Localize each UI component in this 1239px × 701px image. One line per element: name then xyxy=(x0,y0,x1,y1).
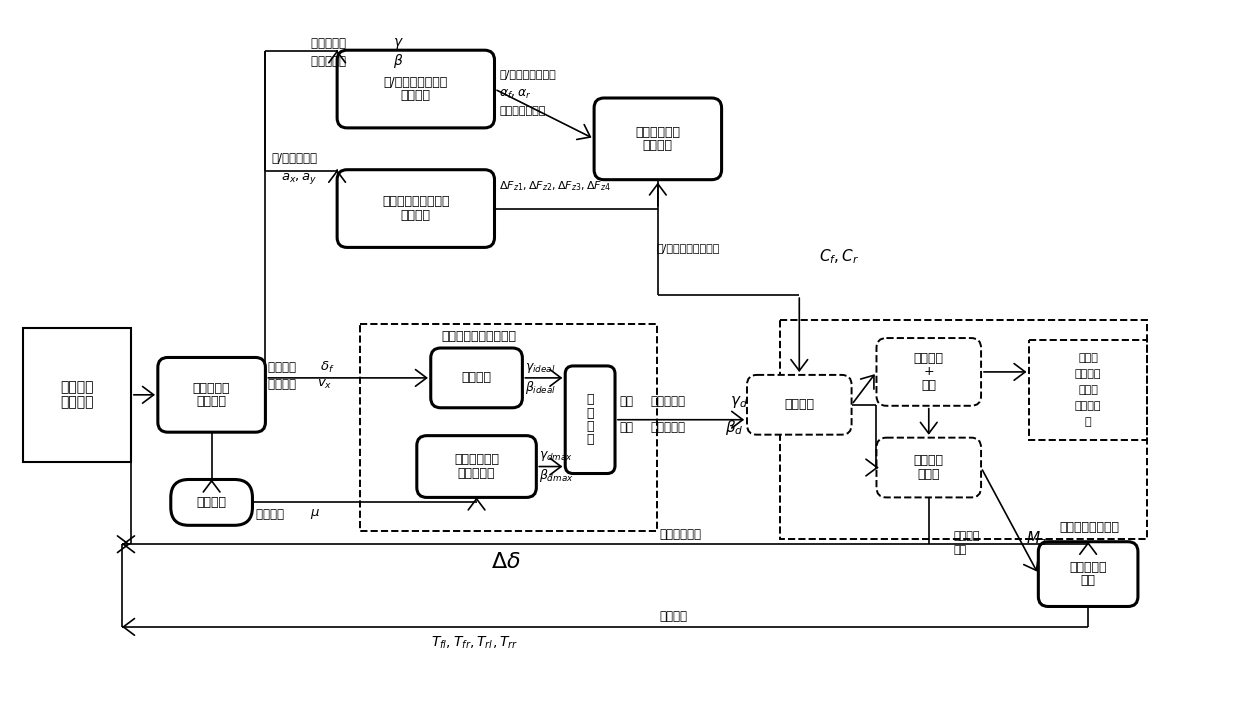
Text: $\Delta\delta$: $\Delta\delta$ xyxy=(491,552,520,572)
Text: 车载传感器: 车载传感器 xyxy=(193,381,230,395)
Bar xyxy=(361,324,657,531)
FancyBboxPatch shape xyxy=(565,366,615,473)
Text: 纵向速度: 纵向速度 xyxy=(269,379,300,391)
Text: 二次规划: 二次规划 xyxy=(914,454,944,468)
FancyBboxPatch shape xyxy=(171,479,253,525)
Text: $v_x$: $v_x$ xyxy=(317,379,332,391)
Text: 拟合模块: 拟合模块 xyxy=(643,139,673,152)
Text: 期望: 期望 xyxy=(620,395,633,408)
Bar xyxy=(1030,340,1147,440)
Bar xyxy=(781,320,1147,539)
Text: 轮胎载荷转移量: 轮胎载荷转移量 xyxy=(499,106,546,116)
Text: 电动汽车: 电动汽车 xyxy=(61,395,94,409)
Text: 驾驶员期望值计算模块: 驾驶员期望值计算模块 xyxy=(441,329,517,343)
Text: 控制量: 控制量 xyxy=(1078,353,1098,363)
Text: 计算模块: 计算模块 xyxy=(400,89,431,102)
Text: $\beta_d$: $\beta_d$ xyxy=(725,418,743,437)
Text: $\beta_{ideal}$: $\beta_{ideal}$ xyxy=(525,379,556,396)
Text: $\alpha_f, \alpha_r$: $\alpha_f, \alpha_r$ xyxy=(499,88,532,100)
Text: 附加前轮转角: 附加前轮转角 xyxy=(660,528,701,540)
Text: 取: 取 xyxy=(586,393,593,406)
Text: 纵/侧向加速度: 纵/侧向加速度 xyxy=(271,152,317,165)
Text: 前/后轴轮胎侧偏刚度: 前/后轴轮胎侧偏刚度 xyxy=(657,243,720,253)
Text: 前轮转角: 前轮转角 xyxy=(269,362,300,374)
Text: $C_f, C_r$: $C_f, C_r$ xyxy=(819,247,860,266)
Text: 四轮轮毂: 四轮轮毂 xyxy=(61,380,94,394)
Text: $M_z$: $M_z$ xyxy=(1026,529,1047,547)
FancyBboxPatch shape xyxy=(876,338,981,406)
Text: 预测模型: 预测模型 xyxy=(784,398,814,411)
Text: 设置上限值: 设置上限值 xyxy=(458,467,496,479)
FancyBboxPatch shape xyxy=(157,358,265,433)
FancyBboxPatch shape xyxy=(876,437,981,498)
Text: 轮胎垂直载荷转移量: 轮胎垂直载荷转移量 xyxy=(382,196,450,208)
Text: $\beta_{dmax}$: $\beta_{dmax}$ xyxy=(539,467,574,484)
Text: 质心侧偏角: 质心侧偏角 xyxy=(311,55,349,68)
Text: $\Delta F_{z1}, \Delta F_{z2}, \Delta F_{z3}, \Delta F_{z4}$: $\Delta F_{z1}, \Delta F_{z2}, \Delta F_… xyxy=(499,179,611,193)
FancyBboxPatch shape xyxy=(747,375,851,435)
Text: 模块: 模块 xyxy=(1080,574,1095,587)
Text: 期望: 期望 xyxy=(620,421,633,434)
FancyBboxPatch shape xyxy=(431,348,523,408)
FancyBboxPatch shape xyxy=(416,435,536,498)
Text: 感知模块: 感知模块 xyxy=(197,395,227,408)
Text: $\beta$: $\beta$ xyxy=(393,52,404,70)
Text: 轮胎侧偏: 轮胎侧偏 xyxy=(1075,401,1101,411)
Text: 输出量: 输出量 xyxy=(1078,385,1098,395)
Text: 前/后轴轮胎侧偏角: 前/后轴轮胎侧偏角 xyxy=(384,76,449,89)
Text: 横摆角速度: 横摆角速度 xyxy=(311,36,349,50)
Text: $\mu$: $\mu$ xyxy=(310,508,320,522)
Text: 角: 角 xyxy=(1085,416,1092,427)
Text: 四轮转矩: 四轮转矩 xyxy=(660,611,688,623)
Text: 力矩: 力矩 xyxy=(954,545,966,555)
Text: 控制增量: 控制增量 xyxy=(1075,369,1101,379)
Text: 最: 最 xyxy=(586,407,593,419)
Text: $\delta_f$: $\delta_f$ xyxy=(320,360,335,376)
Text: $\gamma_{dmax}$: $\gamma_{dmax}$ xyxy=(539,449,574,463)
Text: 约束: 约束 xyxy=(922,379,937,392)
FancyBboxPatch shape xyxy=(337,170,494,247)
Text: $\gamma$: $\gamma$ xyxy=(393,36,404,50)
FancyBboxPatch shape xyxy=(337,50,494,128)
Bar xyxy=(24,327,131,462)
Text: 横摆角速度: 横摆角速度 xyxy=(650,395,686,408)
Text: 目标函数: 目标函数 xyxy=(914,352,944,365)
Text: $\gamma_{ideal}$: $\gamma_{ideal}$ xyxy=(525,361,556,375)
Text: 质心侧偏角: 质心侧偏角 xyxy=(650,421,686,434)
Text: 根据路面条件: 根据路面条件 xyxy=(453,454,499,466)
Text: 参考模型: 参考模型 xyxy=(462,372,492,384)
Text: 小: 小 xyxy=(586,420,593,433)
Text: 环境感知: 环境感知 xyxy=(197,496,227,509)
Text: 求解器: 求解器 xyxy=(918,468,940,481)
Text: 模型预测控制模块: 模型预测控制模块 xyxy=(1059,521,1119,533)
Text: 轮胎侧偏刚度: 轮胎侧偏刚度 xyxy=(636,125,680,139)
Text: +: + xyxy=(923,365,934,379)
Text: 计算模块: 计算模块 xyxy=(400,209,431,222)
Text: $T_{fl}, T_{fr}, T_{rl}, T_{rr}$: $T_{fl}, T_{fr}, T_{rl}, T_{rr}$ xyxy=(431,634,518,651)
Text: $a_x, a_y$: $a_x, a_y$ xyxy=(281,171,317,186)
Text: $\gamma_d$: $\gamma_d$ xyxy=(730,394,747,410)
FancyBboxPatch shape xyxy=(1038,542,1137,606)
Text: 值: 值 xyxy=(586,433,593,447)
FancyBboxPatch shape xyxy=(595,98,721,179)
Text: 前/后轴轮胎侧偏角: 前/后轴轮胎侧偏角 xyxy=(499,69,556,79)
Text: 制动力分配: 制动力分配 xyxy=(1069,561,1106,574)
Text: 路况条件: 路况条件 xyxy=(256,508,289,521)
Text: 附加横摆: 附加横摆 xyxy=(954,531,980,541)
